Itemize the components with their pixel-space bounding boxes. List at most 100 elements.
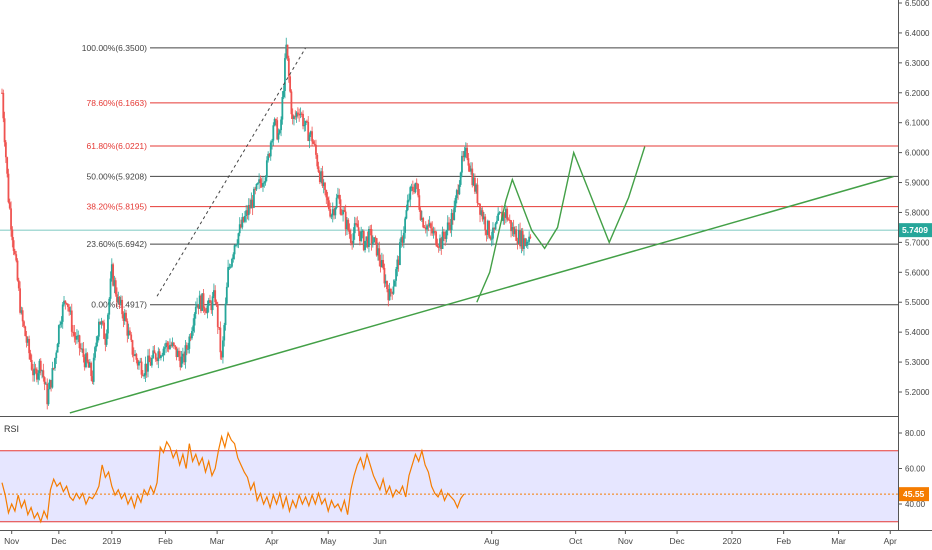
candle-body — [203, 308, 206, 312]
candle-body — [161, 355, 164, 357]
candle-body — [91, 376, 94, 382]
candle-body — [196, 304, 198, 307]
candle-body — [26, 338, 29, 343]
candle-body — [526, 241, 529, 243]
candle-body — [32, 369, 34, 376]
candle-body — [129, 330, 131, 335]
candle-body — [138, 362, 140, 366]
candle-body — [247, 204, 250, 216]
candle-body — [101, 321, 104, 323]
candle-body — [396, 259, 399, 270]
candle-body — [148, 355, 151, 363]
price-tick-label: 5.6000 — [905, 268, 930, 277]
candle-body — [313, 143, 316, 145]
candle-body — [126, 321, 129, 336]
candle-body — [63, 300, 65, 305]
candle-body — [255, 183, 258, 190]
candle-body — [370, 229, 373, 244]
candle-body — [23, 321, 25, 327]
candle-body — [267, 153, 270, 161]
candle-body — [153, 350, 156, 354]
candle-body — [289, 76, 292, 92]
candle-body — [449, 224, 452, 231]
candle-body — [428, 223, 431, 226]
candle-body — [28, 338, 31, 354]
candle-body — [439, 238, 441, 248]
candle-body — [136, 359, 139, 366]
drawings[interactable] — [69, 47, 894, 414]
candle-body — [21, 310, 24, 322]
candle-body — [382, 259, 385, 268]
candle-body — [479, 203, 481, 215]
candle-body — [104, 338, 107, 345]
candle-body — [454, 198, 457, 208]
candle-body — [311, 131, 313, 142]
candle-body — [346, 219, 348, 230]
candle-body — [430, 223, 432, 229]
candle-body — [431, 228, 434, 234]
candle-body — [529, 236, 532, 238]
projection-path[interactable] — [476, 146, 646, 303]
support-trendline[interactable] — [69, 175, 894, 414]
candle-body — [223, 325, 226, 341]
candle-body — [271, 140, 273, 143]
candle-body — [73, 332, 76, 336]
dashed-extension-line[interactable] — [156, 47, 307, 297]
candle-body — [88, 362, 91, 368]
candle-body — [395, 269, 397, 281]
candlestick-series — [1, 37, 532, 410]
candle-body — [64, 300, 67, 303]
candle-body — [339, 199, 342, 215]
candle-body — [17, 280, 20, 289]
candle-body — [521, 231, 524, 249]
candle-body — [139, 361, 142, 363]
price-axis[interactable]: 6.5000 6.4000 6.3000 6.2000 6.1000 6.0000 5.90… — [898, 0, 932, 397]
candle-body — [300, 113, 303, 115]
candle-body — [281, 97, 284, 120]
candle-body — [386, 281, 388, 290]
candle-body — [324, 182, 326, 191]
candle-body — [185, 345, 188, 350]
candle-body — [110, 264, 113, 279]
candle-body — [262, 183, 264, 187]
time-tick-label: Nov — [4, 536, 20, 546]
candle-body — [523, 238, 525, 249]
rsi-tick-label: 60.00 — [905, 465, 926, 474]
candle-body — [222, 340, 224, 358]
candle-body — [130, 334, 133, 341]
candle-body — [52, 368, 55, 370]
candle-body — [47, 389, 50, 405]
candle-body — [184, 345, 187, 363]
candle-body — [480, 210, 483, 215]
candle-body — [498, 212, 501, 214]
candle-body — [7, 173, 10, 203]
candle-body — [290, 91, 293, 115]
candle-body — [59, 324, 62, 326]
candle-body — [81, 348, 84, 350]
candle-body — [263, 182, 266, 184]
candle-body — [140, 361, 143, 375]
candle-body — [189, 336, 192, 339]
candle-body — [276, 120, 279, 140]
candle-body — [433, 230, 436, 232]
candle-body — [249, 204, 251, 209]
candle-body — [510, 220, 512, 232]
candle-body — [72, 331, 74, 333]
candle-body — [358, 231, 361, 242]
candle-body — [493, 227, 496, 230]
candle-body — [272, 125, 275, 141]
candle-body — [374, 237, 377, 239]
candle-body — [312, 141, 315, 144]
candle-body — [254, 188, 257, 190]
candle-body — [70, 310, 73, 332]
candle-body — [298, 114, 301, 116]
candle-body — [149, 362, 152, 366]
time-axis[interactable]: Nov Dec 2019 Feb Mar Apr May Jun Aug Oct Nov Dec 202… — [4, 530, 897, 546]
candle-body — [379, 260, 382, 268]
candle-body — [471, 168, 474, 186]
candle-body — [179, 356, 182, 368]
candle-body — [318, 171, 321, 183]
candle-body — [132, 354, 135, 356]
